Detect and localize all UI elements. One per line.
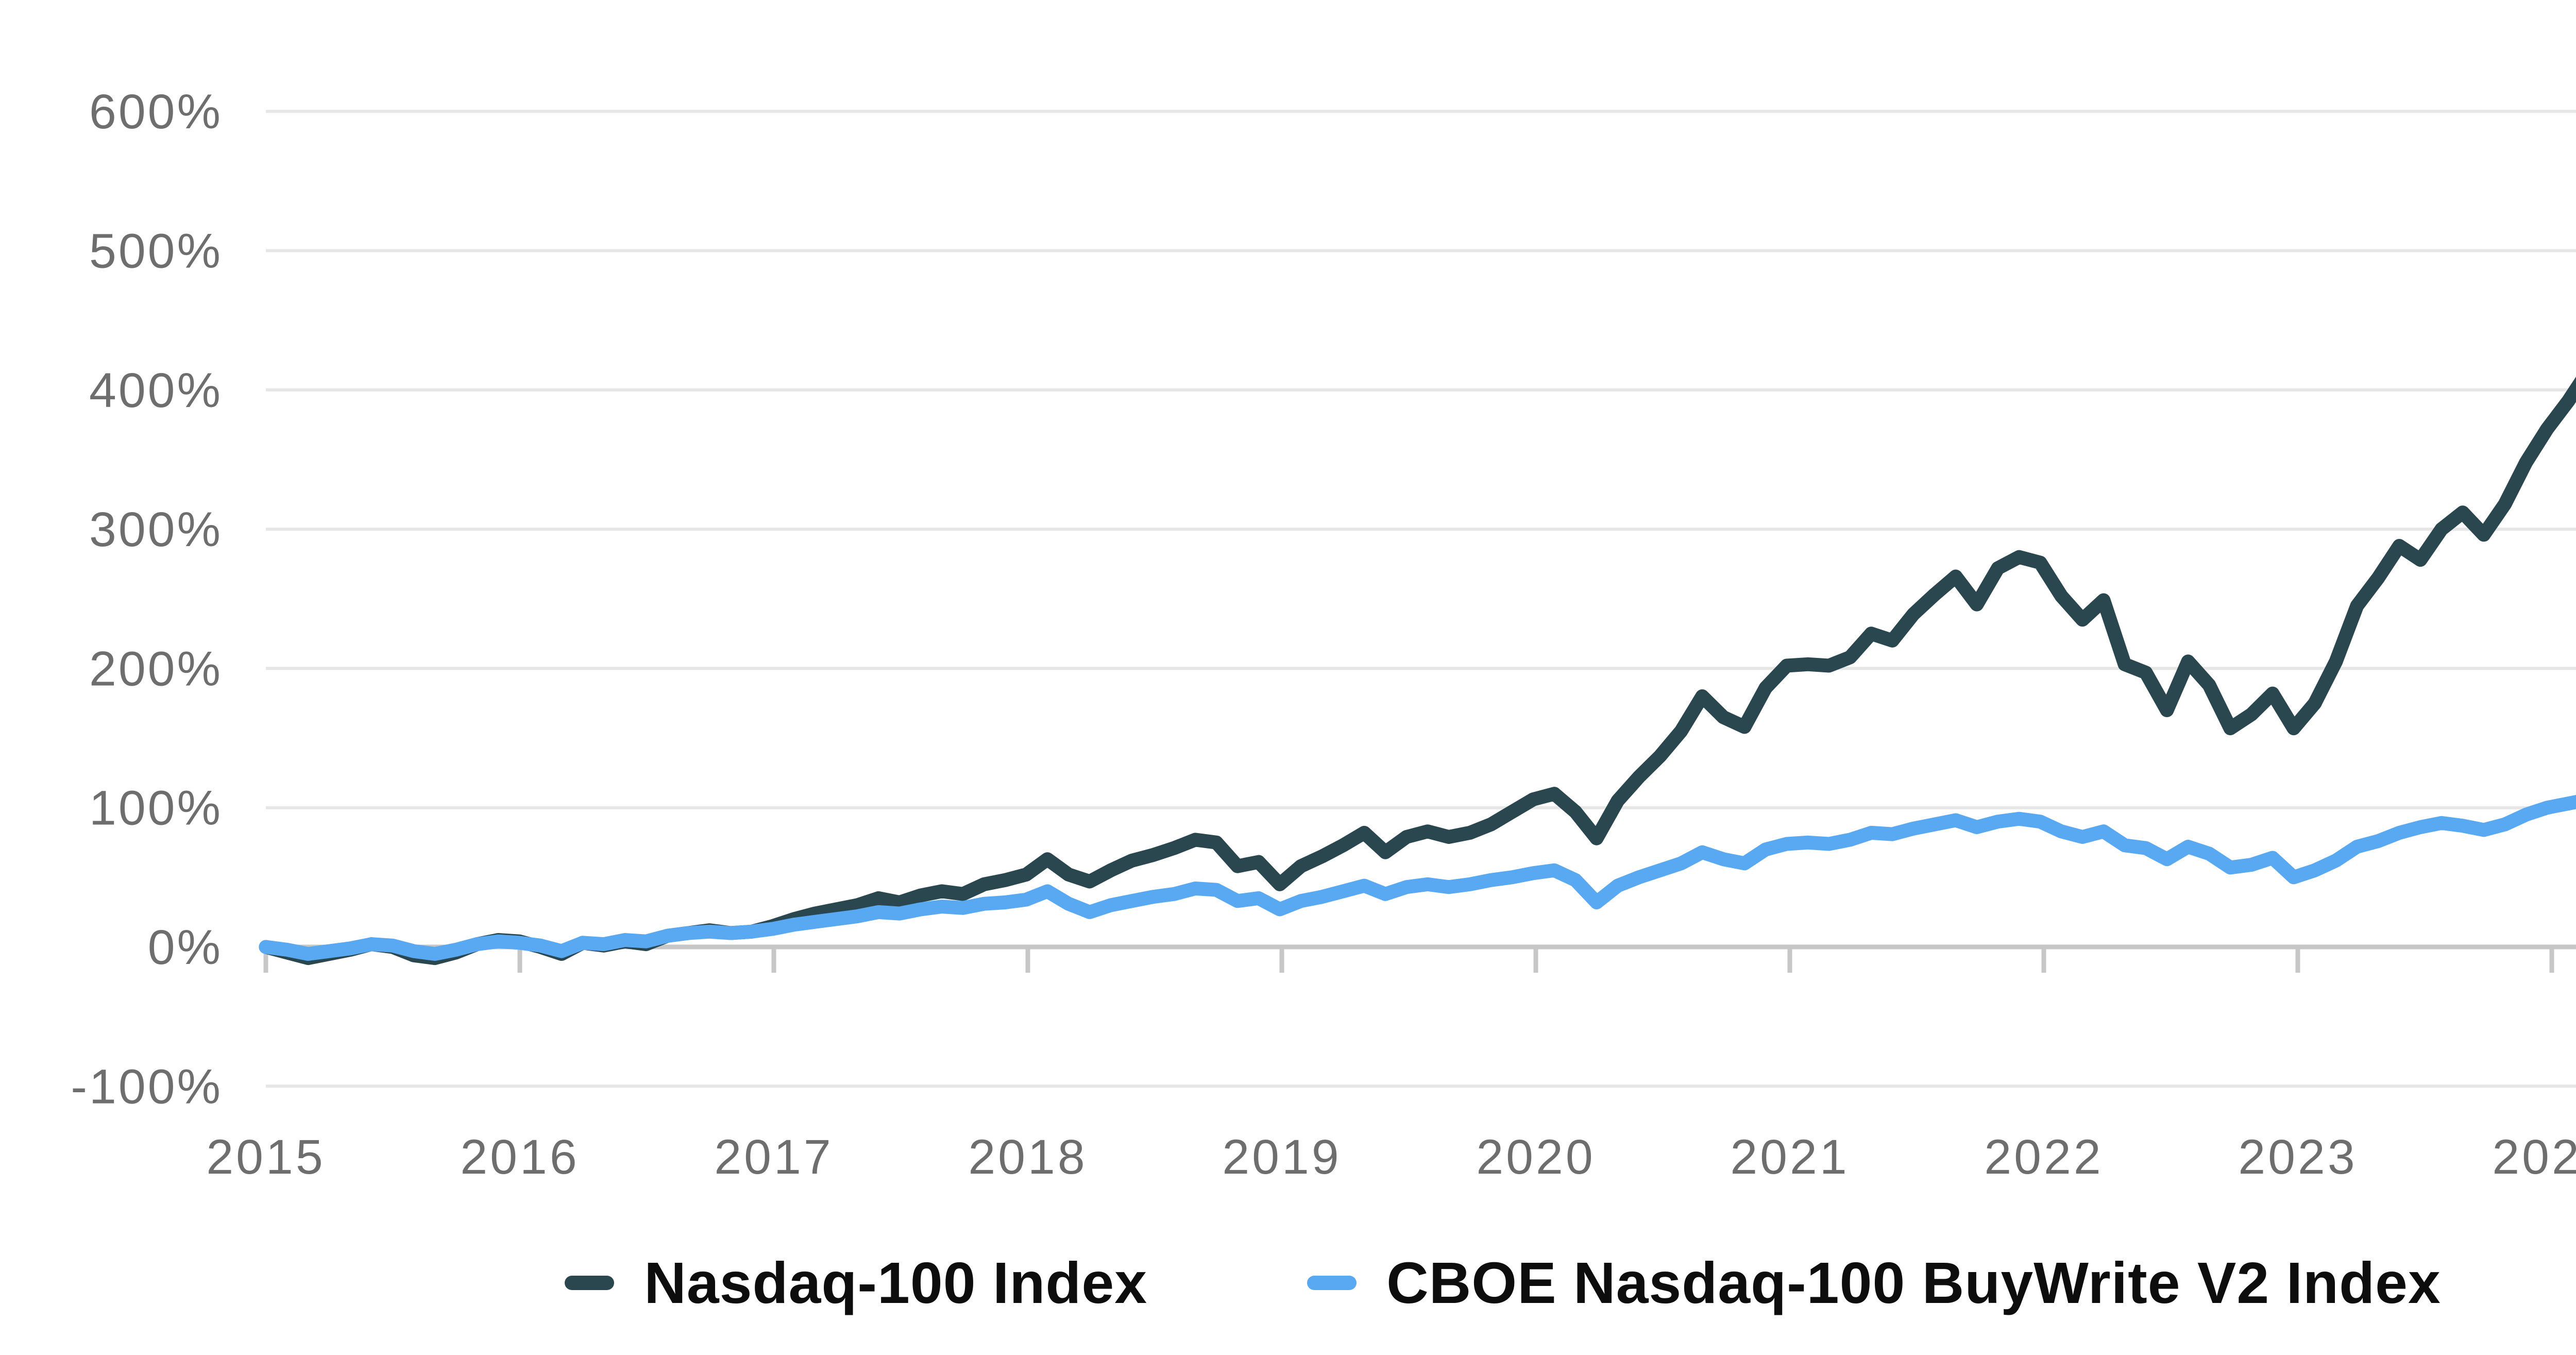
series-line-buywrite-v2	[259, 794, 2576, 961]
x-axis-label: 2024	[2492, 1130, 2576, 1184]
y-axis-label: 600%	[89, 84, 223, 139]
y-axis-label: 0%	[148, 920, 223, 975]
y-axis-label: -100%	[71, 1059, 223, 1114]
x-axis-label: 2016	[460, 1130, 579, 1184]
y-axis-label: 100%	[89, 781, 223, 836]
legend: Nasdaq-100 Index CBOE Nasdaq-100 BuyWrit…	[0, 1249, 2576, 1316]
series-line-nasdaq-100	[259, 377, 2576, 966]
y-axis-label: 200%	[89, 641, 223, 696]
x-axis-label: 2021	[1730, 1130, 1849, 1184]
x-axis-label: 2018	[968, 1130, 1087, 1184]
y-axis-label: 400%	[89, 363, 223, 418]
x-axis-label: 2022	[1984, 1130, 2103, 1184]
x-axis-label: 2017	[714, 1130, 833, 1184]
legend-item-nasdaq: Nasdaq-100 Index	[565, 1249, 1147, 1316]
legend-label-nasdaq: Nasdaq-100 Index	[644, 1250, 1148, 1315]
legend-item-buywrite: CBOE Nasdaq-100 BuyWrite V2 Index	[1307, 1249, 2441, 1316]
x-axis-label: 2020	[1476, 1130, 1595, 1184]
x-axis-label: 2019	[1222, 1130, 1341, 1184]
legend-dash-icon-nasdaq	[565, 1276, 615, 1290]
x-axis-label: 2015	[206, 1130, 325, 1184]
x-axis-label: 2023	[2238, 1130, 2357, 1184]
legend-label-buywrite: CBOE Nasdaq-100 BuyWrite V2 Index	[1386, 1250, 2441, 1315]
y-axis-label: 300%	[89, 502, 223, 557]
y-axis-label: 500%	[89, 224, 223, 279]
legend-dash-icon-buywrite	[1307, 1276, 1357, 1290]
